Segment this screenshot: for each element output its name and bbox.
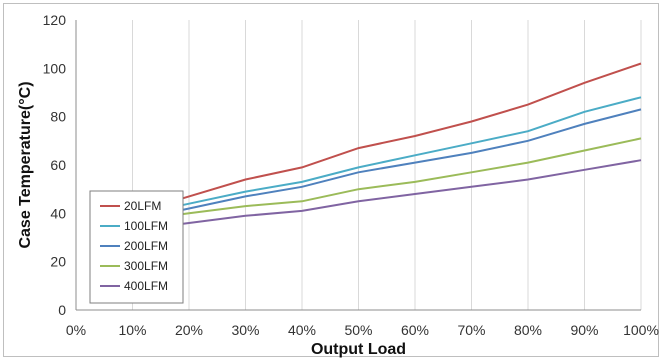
x-tick-label: 0% bbox=[66, 322, 86, 338]
x-tick-label: 40% bbox=[288, 322, 316, 338]
x-tick-label: 80% bbox=[514, 322, 542, 338]
x-tick-label: 50% bbox=[344, 322, 372, 338]
y-tick-label: 100 bbox=[43, 60, 67, 76]
x-tick-label: 100% bbox=[623, 322, 659, 338]
tick-labels: 0 20 40 60 80 100 120 0% 10% 20% 30% 40% 50% 60% 70% 80… bbox=[43, 12, 659, 338]
legend-label: 20LFM bbox=[124, 199, 161, 213]
y-tick-label: 60 bbox=[50, 157, 66, 173]
y-tick-label: 80 bbox=[50, 109, 66, 125]
series-line-100lfm bbox=[160, 96, 642, 211]
series-line-400lfm bbox=[160, 159, 642, 228]
y-tick-label: 20 bbox=[50, 254, 66, 270]
y-tick-label: 120 bbox=[43, 12, 67, 28]
legend: 20LFM 100LFM 200LFM 300LFM 400LFM bbox=[89, 190, 184, 304]
legend-label: 200LFM bbox=[124, 239, 168, 253]
x-axis-title: Output Load bbox=[311, 341, 406, 358]
y-tick-label: 0 bbox=[58, 302, 66, 318]
x-tick-label: 30% bbox=[231, 322, 259, 338]
legend-label: 100LFM bbox=[124, 219, 168, 233]
series-lines bbox=[160, 62, 642, 228]
x-tick-label: 60% bbox=[401, 322, 429, 338]
series-line-200lfm bbox=[160, 108, 642, 216]
x-tick-label: 20% bbox=[175, 322, 203, 338]
axes bbox=[75, 20, 641, 311]
legend-label: 300LFM bbox=[124, 259, 168, 273]
series-line-300lfm bbox=[160, 137, 642, 218]
y-axis-title: Case Temperature(°C) bbox=[17, 81, 34, 248]
legend-label: 400LFM bbox=[124, 279, 168, 293]
series-line-20lfm bbox=[160, 62, 642, 206]
x-tick-label: 10% bbox=[118, 322, 146, 338]
y-tick-label: 40 bbox=[50, 205, 66, 221]
x-tick-label: 70% bbox=[457, 322, 485, 338]
x-tick-label: 90% bbox=[570, 322, 598, 338]
